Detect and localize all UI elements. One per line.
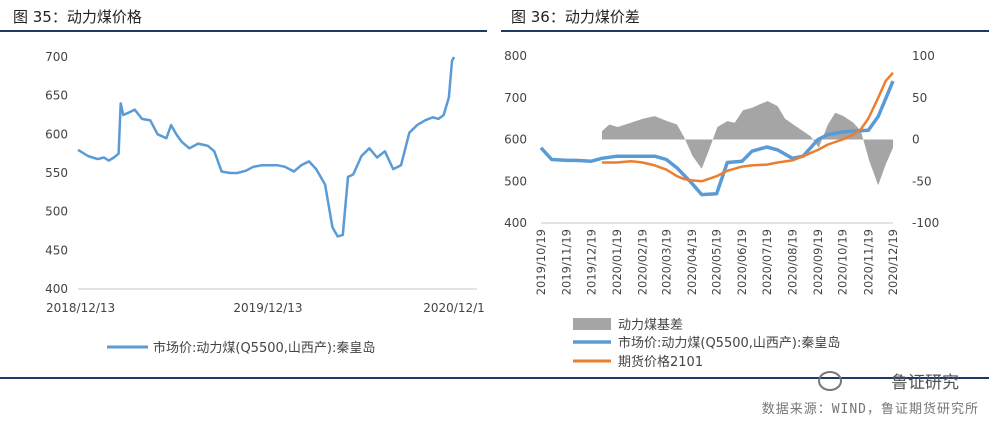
c35-ytick-6: 700 [45, 50, 68, 64]
c35-ytick-0: 400 [45, 282, 68, 296]
c36-area-basis [602, 101, 893, 186]
c35-ytick-1: 450 [45, 243, 68, 257]
c36-xtick-9: 2020/07/19 [760, 229, 774, 295]
c36-xtick-12: 2020/10/19 [836, 229, 850, 295]
c36-legend-label-futures: 期货价格2101 [618, 354, 703, 370]
watermark: 鲁证研究 [891, 373, 959, 393]
c35-ytick-2: 500 [45, 205, 68, 219]
c35-ytick-5: 650 [45, 89, 68, 103]
c36-xtick-14: 2020/12/19 [886, 229, 900, 295]
c35-xtick-0: 2018/12/13 [46, 301, 115, 315]
c35-ytick-4: 600 [45, 127, 68, 141]
c36-ytick-1: 500 [504, 174, 527, 188]
c36-y2tick-2: 0 [912, 133, 920, 147]
c35-series-line [77, 56, 456, 238]
c36-xtick-5: 2020/03/19 [659, 229, 673, 295]
c36-xtick-10: 2020/08/19 [785, 229, 799, 295]
c35-legend-label: 市场价:动力煤(Q5500,山西产):秦皇岛 [153, 340, 375, 356]
c36-legend-label-basis: 动力煤基差 [618, 318, 683, 333]
c36-ytick-2: 600 [504, 133, 527, 147]
wechat-icon [818, 371, 842, 391]
c36-xtick-11: 2020/09/19 [811, 229, 825, 295]
c36-ytick-0: 400 [504, 216, 527, 230]
chart36-top-rule [501, 30, 989, 32]
c36-y2tick-4: 100 [912, 49, 935, 63]
c36-xtick-13: 2020/11/19 [861, 229, 875, 295]
c35-ytick-3: 550 [45, 166, 68, 180]
c36-xtick-7: 2020/05/19 [710, 229, 724, 295]
c36-xtick-6: 2020/04/19 [685, 229, 699, 295]
c36-y2tick-1: -50 [912, 174, 932, 188]
c36-xtick-8: 2020/06/19 [735, 229, 749, 295]
c36-legend-label-spot: 市场价:动力煤(Q5500,山西产):秦皇岛 [618, 335, 840, 351]
c36-xtick-2: 2019/12/19 [584, 229, 598, 295]
c36-ytick-4: 800 [504, 49, 527, 63]
c35-xtick-2: 2020/12/1 [423, 301, 485, 315]
c36-legend-swatch-basis [573, 318, 611, 330]
c36-xtick-4: 2020/02/19 [635, 229, 649, 295]
c36-line-futures [602, 71, 894, 183]
chart35-top-rule [0, 30, 487, 32]
c36-xtick-1: 2019/11/19 [560, 229, 574, 295]
c36-y2tick-0: -100 [912, 216, 939, 230]
c36-ytick-3: 700 [504, 91, 527, 105]
c35-xtick-1: 2019/12/13 [233, 301, 302, 315]
c36-line-spot [539, 80, 895, 197]
c36-xtick-3: 2020/01/19 [610, 229, 624, 295]
chart35-title: 图 35：动力煤价格 [13, 8, 142, 26]
source-note: 数据来源：WIND，鲁证期货研究所 [761, 402, 979, 417]
chart36-title: 图 36：动力煤价差 [511, 8, 640, 26]
footer-rule [0, 377, 989, 379]
c36-xtick-0: 2019/10/19 [534, 229, 548, 295]
c36-y2tick-3: 50 [912, 91, 927, 105]
